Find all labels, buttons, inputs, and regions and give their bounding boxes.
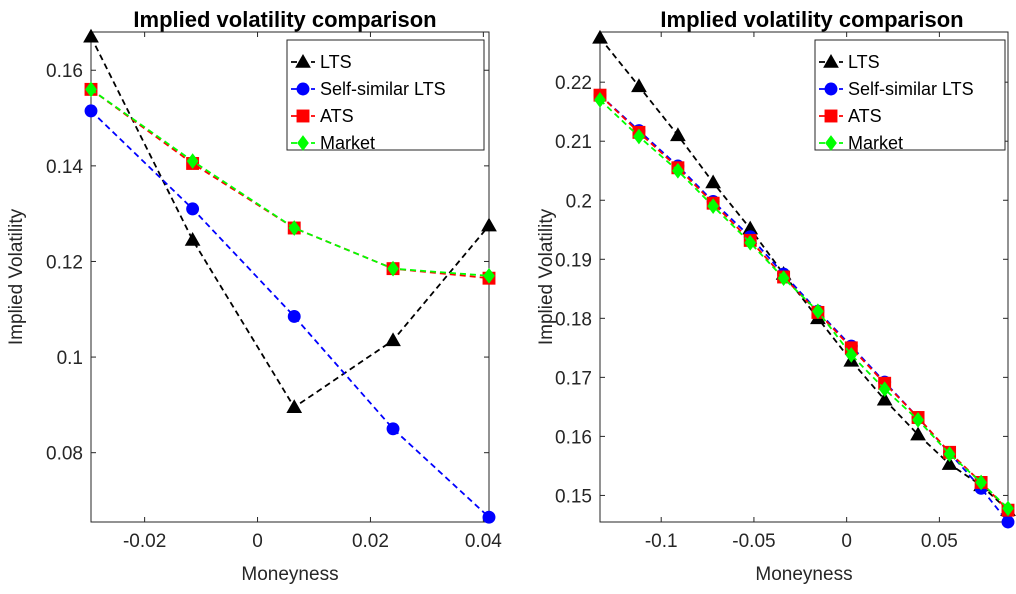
legend-marker [295, 53, 311, 68]
data-point [483, 267, 495, 284]
series-line [90, 110, 490, 518]
y-tick-label: 0.15 [555, 486, 592, 507]
y-axis-label: Implied Volatility [536, 208, 557, 345]
data-point [845, 347, 858, 363]
data-point [592, 29, 608, 44]
legend-label: ATS [848, 106, 882, 126]
legend-label: Market [320, 133, 375, 153]
legend: LTS Self-similar LTS ATS Market [814, 39, 1006, 153]
data-point [744, 234, 757, 251]
data-point [482, 510, 496, 524]
legend-label: Self-similar LTS [848, 79, 974, 99]
data-point [705, 174, 721, 189]
chart-title: Implied volatility comparison [660, 7, 963, 32]
data-point [1002, 500, 1014, 517]
data-point [83, 28, 99, 43]
series-line [90, 88, 490, 277]
data-point [777, 270, 790, 287]
data-point [481, 217, 497, 232]
data-point [385, 332, 401, 347]
y-tick-label: 0.1 [57, 348, 83, 369]
x-tick-label: -0.05 [732, 531, 775, 552]
data-point [975, 474, 987, 491]
chart-panel-2: Implied volatility comparison -0.1 -0.05 0 0… [536, 7, 1016, 585]
series-self-similar-lts [84, 104, 496, 524]
data-point [876, 391, 893, 406]
legend-label: LTS [848, 52, 880, 72]
legend: LTS Self-similar LTS ATS Market [286, 39, 485, 153]
legend-marker [297, 135, 309, 151]
legend-marker [296, 82, 310, 96]
legend-box [814, 39, 1006, 151]
series-lts [83, 28, 497, 414]
chart-title: Implied volatility comparison [133, 7, 436, 32]
data-point [287, 309, 301, 323]
legend-marker [824, 82, 838, 96]
data-point [707, 198, 720, 214]
x-tick-label: 0.02 [352, 531, 389, 552]
plot-area [599, 31, 1009, 523]
x-tick-label: 0.04 [465, 531, 502, 552]
data-point [912, 412, 924, 428]
y-tick-label: 0.14 [46, 157, 83, 178]
legend-marker [823, 53, 839, 68]
data-point [941, 456, 958, 470]
y-axis-label: Implied Volatility [6, 208, 27, 345]
y-tick-label: 0.22 [555, 73, 592, 94]
data-point [386, 422, 400, 436]
y-tick-label: 0.2 [566, 191, 592, 212]
y-tick-label: 0.16 [46, 61, 83, 82]
legend-label: Self-similar LTS [320, 79, 446, 99]
x-tick-label: -0.02 [123, 531, 166, 552]
y-tick-label: 0.18 [555, 309, 592, 330]
legend-box [286, 39, 485, 151]
data-point [186, 202, 200, 216]
data-point [812, 303, 824, 320]
y-tick-label: 0.17 [555, 368, 592, 389]
data-point [878, 381, 891, 398]
x-tick-label: 0 [252, 531, 263, 552]
data-point [387, 260, 399, 277]
data-point [1001, 515, 1015, 529]
y-tick-label: 0.08 [46, 444, 83, 465]
data-point [910, 426, 926, 441]
legend-marker [296, 109, 310, 123]
x-axis-label: Moneyness [755, 564, 852, 585]
data-point [672, 162, 684, 179]
x-tick-label: -0.1 [645, 531, 678, 552]
data-point [670, 127, 686, 142]
data-point [286, 399, 303, 414]
data-point [633, 128, 645, 145]
x-axis-label: Moneyness [241, 564, 338, 585]
legend-label: ATS [320, 106, 354, 126]
data-point [631, 78, 647, 93]
data-point [943, 446, 956, 462]
legend-label: LTS [320, 52, 352, 72]
legend-marker [825, 135, 837, 151]
legend-marker [824, 109, 838, 123]
x-tick-label: 0 [841, 531, 852, 552]
data-point [84, 104, 98, 118]
chart-panel-1: Implied volatility comparison -0.02 0 0.02 0… [6, 7, 502, 585]
data-point [594, 92, 606, 108]
y-tick-label: 0.16 [555, 427, 592, 448]
data-point [184, 231, 201, 246]
series-market [85, 81, 495, 284]
series-market [594, 92, 1014, 517]
data-point [288, 220, 301, 236]
y-tick-label: 0.21 [555, 132, 592, 153]
y-tick-label: 0.19 [555, 250, 592, 271]
data-point [85, 81, 97, 98]
data-point [186, 153, 199, 169]
legend-label: Market [848, 133, 903, 153]
x-tick-label: 0.05 [921, 531, 958, 552]
y-tick-label: 0.12 [46, 252, 83, 273]
